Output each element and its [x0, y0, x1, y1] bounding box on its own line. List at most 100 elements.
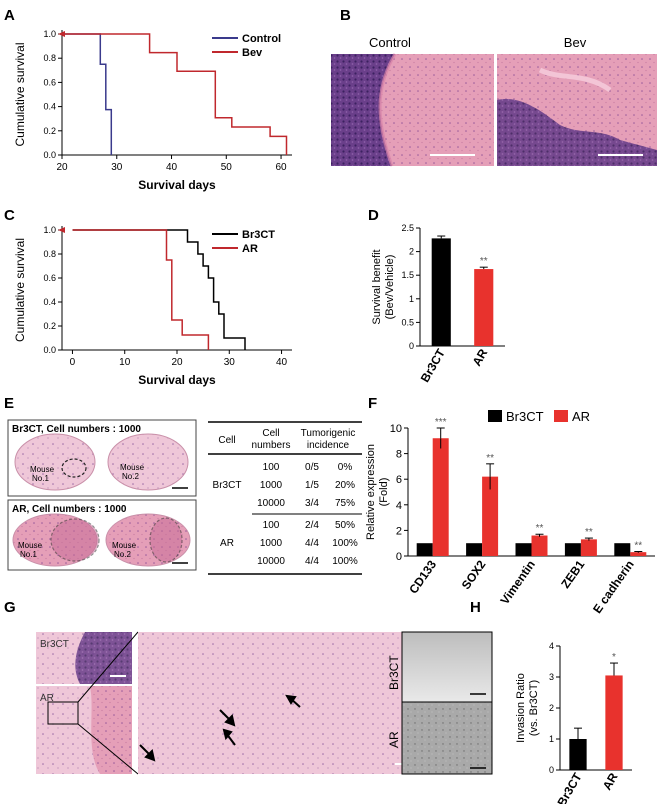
y-tick-label: 2 — [409, 247, 414, 257]
legend-label: AR — [242, 243, 258, 255]
tumorigenic-incidence-table: CellCellnumbersTumorigenicincidenceBr3CT… — [208, 421, 362, 575]
x-tick-label: 40 — [276, 357, 288, 368]
x-tick-label: Br3CT — [418, 346, 448, 385]
label-br3ct-h: Br3CT — [387, 655, 401, 690]
tumor-outline — [61, 458, 87, 478]
y-axis-label: (Bev/Vehicle) — [384, 255, 396, 320]
label-ar-g: AR — [40, 693, 54, 704]
y-tick-label: 1 — [409, 294, 414, 304]
table-cell: 10000 — [257, 556, 285, 567]
table-cell: 3/4 — [305, 498, 319, 509]
panel-e-brain-sections: Br3CT, Cell numbers : 1000 Mouse No.1 Mo… — [7, 419, 197, 571]
x-tick-label: 40 — [166, 162, 178, 173]
x-tick-label: 0 — [70, 357, 76, 368]
bar-ar — [482, 476, 499, 556]
table-cell: 100% — [332, 556, 358, 567]
table-cell: 0/5 — [305, 462, 319, 473]
label-control: Control — [369, 35, 411, 50]
y-tick-label: 8 — [396, 449, 402, 461]
table-cell: 20% — [335, 480, 355, 491]
legend-label: AR — [572, 409, 590, 424]
table-header: Cell — [262, 428, 279, 439]
table-header: numbers — [252, 440, 291, 451]
x-tick-label: 30 — [111, 162, 123, 173]
y-tick-label: 2 — [396, 525, 402, 537]
table-cell: 75% — [335, 498, 355, 509]
start-marker — [58, 31, 65, 37]
x-tick-label: Vimentin — [498, 558, 538, 607]
y-tick-label: 0.0 — [43, 150, 56, 160]
y-tick-label: 0.6 — [43, 273, 56, 283]
panel-letter-f: F — [368, 395, 377, 412]
x-tick-label: SOX2 — [459, 557, 489, 592]
panel-b-histology: Control Bev — [331, 35, 657, 167]
start-marker — [58, 227, 65, 233]
table-header: incidence — [307, 440, 350, 451]
y-axis-label: Cumulative survival — [13, 42, 27, 146]
legend-label: Br3CT — [506, 409, 544, 424]
y-tick-label: 0.8 — [43, 249, 56, 259]
panel-letter-b: B — [340, 7, 351, 24]
x-tick-label: 20 — [56, 162, 68, 173]
bar-ar — [474, 269, 494, 346]
table-header: Tumorigenic — [301, 428, 356, 439]
bar-br3ct — [569, 739, 587, 770]
table-header: Cell — [218, 435, 235, 446]
mouse-no1-label-ar-b: No.1 — [20, 550, 37, 559]
y-axis-label: Survival benefit — [371, 249, 383, 324]
y-tick-label: 4 — [549, 641, 554, 651]
survival-chart-c: 0 10 20 30 40 0.0 0.2 0.4 0.6 0.8 1.0 Survival days… — [13, 225, 292, 387]
mouse-no2-label: Mouse — [120, 463, 145, 472]
bar-br3ct — [416, 543, 433, 556]
bar-ar — [432, 438, 449, 556]
y-tick-label: 1.0 — [43, 225, 56, 235]
label-ar-h: AR — [387, 731, 401, 748]
x-tick-label: AR — [470, 346, 491, 368]
tumor-outline — [50, 518, 100, 562]
significance-label: ** — [480, 256, 488, 267]
table-cell: 4/4 — [305, 538, 319, 549]
mouse-no1-label: Mouse — [30, 465, 55, 474]
zoom-box — [47, 701, 79, 725]
series-line-bev — [62, 33, 288, 155]
caption-ar-cells: AR, Cell numbers : 1000 — [12, 504, 127, 515]
y-tick-label: 0.4 — [43, 297, 56, 307]
x-tick-label: CD133 — [406, 557, 439, 596]
y-axis-label: Relative expression — [365, 444, 377, 540]
table-cell: 100% — [332, 538, 358, 549]
y-tick-label: 3 — [549, 672, 554, 682]
legend-label: Control — [242, 33, 281, 45]
significance-label: *** — [435, 417, 447, 428]
legend-swatch — [488, 410, 502, 422]
panel-h-invasion-images: Br3CT AR — [387, 631, 493, 775]
y-tick-label: 1 — [549, 734, 554, 744]
table-cell-group: AR — [220, 538, 234, 549]
table-cell: 2/4 — [305, 520, 319, 531]
label-br3ct-g: Br3CT — [40, 639, 69, 650]
y-tick-label: 0.4 — [43, 102, 56, 112]
bar-ar — [531, 535, 548, 556]
x-tick-label: 60 — [275, 162, 287, 173]
table-cell: 100 — [263, 462, 280, 473]
x-tick-label: Br3CT — [554, 770, 584, 804]
legend-swatch — [554, 410, 568, 422]
panel-letter-h: H — [470, 599, 481, 616]
y-tick-label: 6 — [396, 474, 402, 486]
tumor-outline — [149, 517, 183, 563]
y-tick-label: 4 — [396, 500, 402, 512]
x-tick-label: 30 — [224, 357, 236, 368]
y-tick-label: 0.0 — [43, 345, 56, 355]
table-cell: 10000 — [257, 498, 285, 509]
histology-bev-image — [497, 54, 657, 166]
bar-br3ct — [431, 238, 451, 346]
x-axis-label: Survival days — [138, 373, 216, 387]
invasion-ratio-bar-chart: 0 1 2 3 4 Invasion Ratio (vs. Br3CT) Br3CT * AR — [515, 641, 632, 804]
table-cell: 1/5 — [305, 480, 319, 491]
table-cell: 50% — [335, 520, 355, 531]
table-cell: 0% — [338, 462, 353, 473]
significance-label: ** — [536, 523, 544, 534]
y-tick-label: 0.2 — [43, 321, 56, 331]
table-cell: 1000 — [260, 480, 283, 491]
table-cell: 4/4 — [305, 556, 319, 567]
y-tick-label: 0 — [409, 341, 414, 351]
